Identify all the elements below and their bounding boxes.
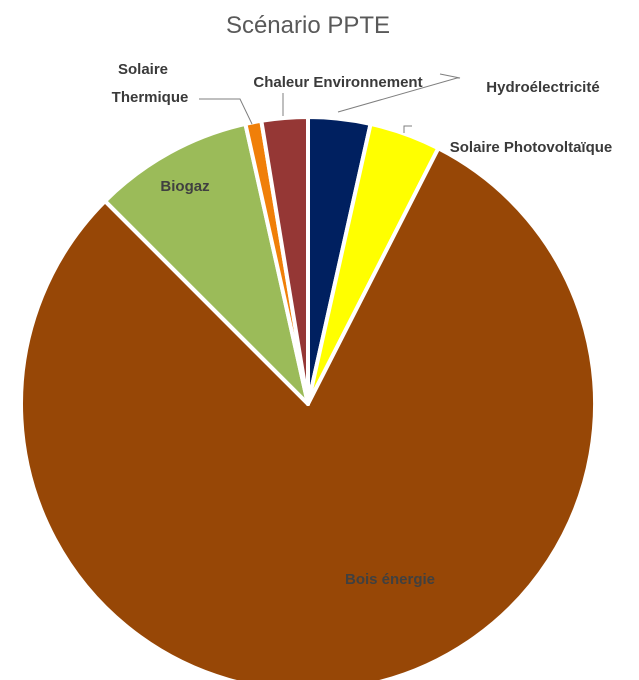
chart-title: Scénario PPTE [226, 12, 390, 39]
label-bois-energie: Bois énergie [345, 571, 435, 588]
label-biogaz: Biogaz [160, 178, 209, 195]
slice-bois-energie [19, 146, 597, 680]
leader-line-solaire-photovoltaique [403, 125, 412, 133]
label-hydroelectricite: Hydroélectricité [486, 79, 599, 96]
label-chaleur-environnement: Chaleur Environnement [253, 74, 422, 91]
leader-line-hydroelectricite [337, 73, 461, 113]
label-solaire-thermique-line2: Thermique [112, 89, 189, 106]
label-solaire-thermique-line1: Solaire [118, 61, 168, 78]
leader-line-solaire-thermique [199, 98, 253, 125]
pie-slices [19, 115, 597, 680]
label-solaire-photovoltaique: Solaire Photovoltaïque [450, 139, 613, 156]
slice-chaleur-environnement [259, 115, 310, 406]
slice-biogaz [103, 121, 310, 406]
